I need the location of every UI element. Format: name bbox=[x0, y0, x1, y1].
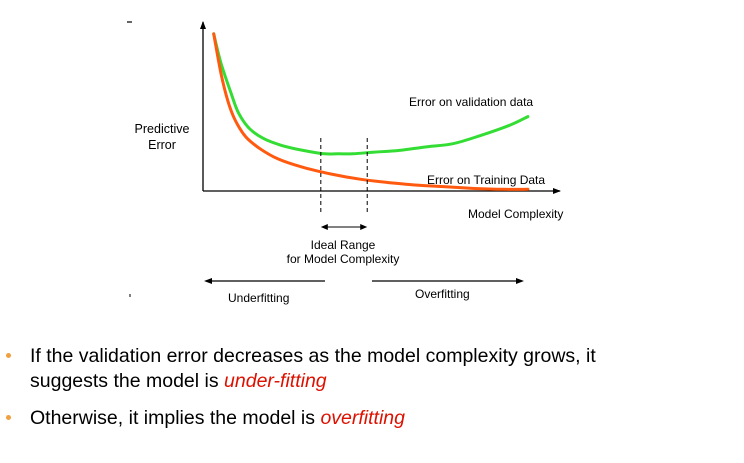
y-axis-label-text: Predictive Error bbox=[134, 122, 190, 152]
bullet-text-lead: suggests the model is bbox=[30, 370, 225, 392]
bullet-text-line2: suggests the model is under-fitting bbox=[30, 369, 327, 394]
ideal-range-arrowhead-left bbox=[320, 224, 328, 230]
underfitting-arrowhead bbox=[204, 278, 212, 284]
legend-training-label: Error on Training Data bbox=[427, 173, 546, 187]
legend-validation-label: Error on validation data bbox=[409, 95, 534, 109]
underfitting-label: Underfitting bbox=[228, 291, 290, 305]
overfitting-label: Overfitting bbox=[415, 287, 470, 301]
x-axis-label: Model Complexity bbox=[468, 207, 564, 221]
bullet-text-otherwise: Otherwise, it implies the model is overf… bbox=[30, 406, 405, 431]
ideal-range-label: Ideal Range for Model Complexity bbox=[273, 238, 413, 266]
validation-error-line bbox=[212, 32, 530, 156]
overfitting-arrowhead bbox=[516, 278, 524, 284]
underfitting-highlight: under-fitting bbox=[224, 370, 327, 392]
bullet-text-line1: If the validation error decreases as the… bbox=[30, 345, 596, 367]
ideal-range-label-line2: for Model Complexity bbox=[286, 252, 400, 266]
ideal-range-arrowhead-right bbox=[360, 224, 368, 230]
bullet-dot bbox=[6, 353, 11, 358]
chart bbox=[127, 21, 561, 297]
y-axis-label: Predictive Error bbox=[120, 121, 204, 153]
overfitting-highlight: overfitting bbox=[320, 407, 405, 429]
bullet-text-lead: Otherwise, it implies the model is bbox=[30, 407, 321, 429]
ideal-range-label-line1: Ideal Range bbox=[310, 238, 376, 252]
bullet-dot bbox=[6, 415, 11, 420]
training-error-line bbox=[212, 32, 530, 191]
